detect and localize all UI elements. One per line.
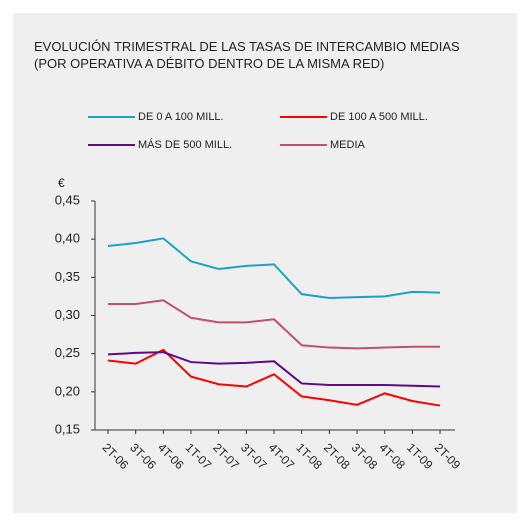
legend-label: DE 0 A 100 MILL. xyxy=(138,111,224,123)
legend-label: DE 100 A 500 MILL. xyxy=(330,111,428,123)
series-line xyxy=(107,348,441,407)
y-axis-label: € xyxy=(58,176,65,190)
y-tick-label: 0,15 xyxy=(55,421,80,436)
y-tick-label: 0,40 xyxy=(55,231,80,246)
y-tick-label: 0,35 xyxy=(55,269,80,284)
legend-label: MEDIA xyxy=(330,139,366,151)
series-line xyxy=(108,299,441,350)
chart-title: EVOLUCIÓN TRIMESTRAL DE LAS TASAS DE INT… xyxy=(34,39,460,71)
legend-label: MÁS DE 500 MILL. xyxy=(138,138,232,151)
series-line xyxy=(107,351,441,388)
y-tick-label: 0,30 xyxy=(55,307,80,322)
y-tick-label: 0,45 xyxy=(55,192,80,207)
y-tick-label: 0,20 xyxy=(55,383,80,398)
y-tick-label: 0,25 xyxy=(55,345,80,360)
series-line xyxy=(107,237,441,299)
panel xyxy=(13,13,517,513)
